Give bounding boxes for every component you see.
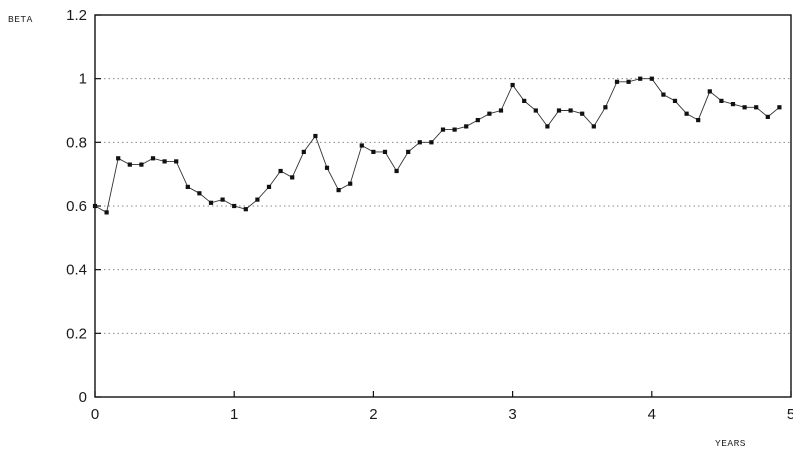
data-point — [371, 149, 376, 154]
y-axis-title: BETA — [8, 14, 33, 25]
data-point — [208, 200, 214, 205]
x-tick-label: 0 — [91, 406, 99, 423]
data-point — [139, 162, 144, 167]
data-point — [382, 149, 388, 154]
data-point — [707, 89, 712, 94]
data-point — [487, 111, 492, 116]
data-point — [174, 159, 179, 164]
x-axis-title: YEARS — [715, 438, 746, 449]
data-point — [301, 149, 306, 154]
data-point — [661, 92, 666, 97]
x-tick-label: 3 — [508, 406, 516, 423]
data-point — [336, 188, 341, 193]
y-tick-label: 0.2 — [66, 325, 87, 342]
data-point — [440, 127, 446, 132]
data-point — [313, 133, 318, 139]
data-point — [417, 140, 422, 145]
x-tick-label: 1 — [230, 406, 238, 423]
data-point — [568, 108, 573, 113]
data-point — [429, 140, 434, 145]
data-point — [603, 105, 608, 110]
data-point — [765, 114, 770, 119]
data-point — [278, 168, 283, 174]
y-tick-label: 0 — [79, 389, 87, 406]
data-point — [104, 210, 109, 215]
data-point — [626, 79, 631, 84]
data-point — [220, 197, 225, 202]
data-points — [92, 76, 782, 215]
data-point — [255, 197, 260, 202]
data-point — [452, 127, 457, 132]
x-tick-label: 5 — [787, 406, 793, 423]
data-point — [232, 203, 237, 209]
y-axis-ticks: 0 0.2 0.4 0.6 0.8 1 1.2 — [66, 7, 101, 406]
data-point — [464, 124, 469, 129]
data-point — [649, 76, 654, 81]
data-point — [243, 207, 248, 212]
data-point — [591, 124, 596, 129]
data-point — [684, 111, 689, 116]
data-point — [406, 149, 411, 154]
data-point — [522, 98, 527, 103]
x-tick-label: 4 — [648, 406, 656, 423]
data-point — [754, 105, 759, 110]
data-point — [498, 108, 504, 113]
data-point — [324, 165, 330, 170]
data-point — [533, 108, 538, 113]
data-point — [116, 156, 121, 161]
y-tick-label: 0.8 — [66, 134, 87, 151]
gridlines — [95, 78, 791, 334]
data-point — [197, 191, 202, 196]
data-point — [266, 184, 272, 189]
data-point — [719, 98, 724, 103]
data-point — [150, 156, 156, 161]
data-point — [92, 203, 98, 209]
data-point — [359, 143, 364, 148]
data-point — [556, 108, 562, 113]
data-point — [730, 102, 736, 107]
data-point — [127, 162, 132, 167]
data-point — [475, 118, 480, 123]
data-point — [638, 76, 643, 81]
y-tick-label: 1 — [79, 71, 87, 88]
data-point — [394, 168, 399, 174]
data-point — [290, 175, 295, 180]
data-point — [162, 159, 167, 164]
data-point — [742, 105, 747, 110]
data-point — [510, 82, 515, 88]
data-point — [545, 124, 550, 129]
data-point — [348, 181, 353, 186]
data-point — [580, 111, 585, 116]
data-point — [777, 105, 782, 110]
y-tick-label: 0.4 — [66, 262, 87, 279]
x-tick-label: 2 — [369, 406, 377, 423]
x-axis-ticks: 0 1 2 3 4 5 — [91, 391, 793, 423]
data-point — [672, 98, 678, 103]
data-point — [614, 79, 620, 84]
data-point — [185, 184, 190, 189]
data-point — [696, 118, 701, 123]
y-tick-label: 0.6 — [66, 198, 87, 215]
y-tick-label: 1.2 — [66, 7, 87, 24]
